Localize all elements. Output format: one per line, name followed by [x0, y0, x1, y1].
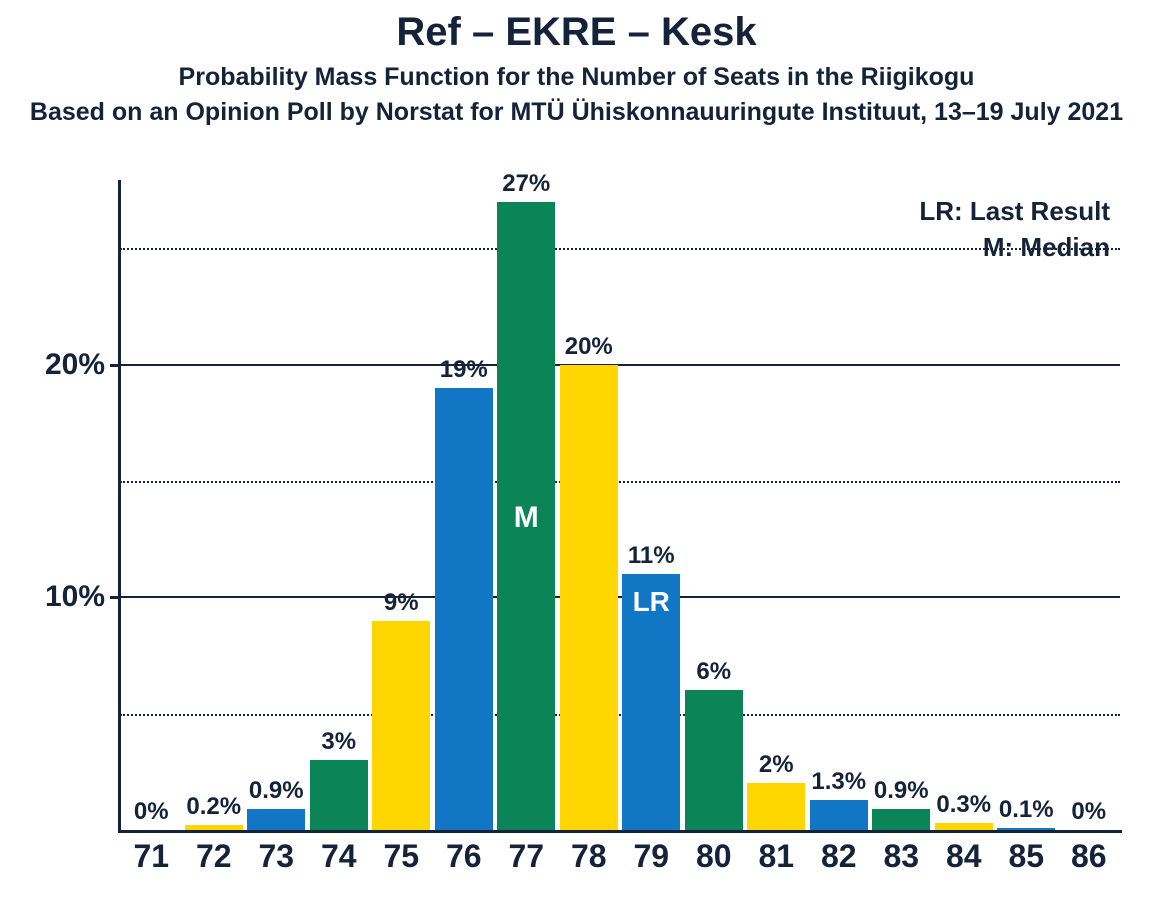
bar-value-label: 0.9% — [236, 777, 316, 805]
last-result-marker: LR — [611, 586, 691, 618]
gridline-minor — [120, 481, 1120, 483]
bar-value-label: 3% — [299, 728, 379, 756]
bar-value-label: 19% — [424, 356, 504, 384]
bar-value-label: 20% — [549, 333, 629, 361]
bar — [872, 809, 930, 830]
median-marker: M — [486, 501, 566, 535]
bar — [372, 621, 430, 830]
x-tick-label: 74 — [321, 838, 357, 875]
bar — [435, 388, 493, 830]
x-tick-label: 76 — [446, 838, 482, 875]
chart-title: Ref – EKRE – Kesk — [0, 10, 1153, 55]
bar-value-label: 9% — [361, 589, 441, 617]
plot-region: 10%20%0%710.2%720.9%733%749%7519%7627%77… — [120, 190, 1120, 830]
y-tick-label: 10% — [5, 580, 105, 614]
bar — [747, 783, 805, 830]
chart-subtitle: Probability Mass Function for the Number… — [0, 63, 1153, 92]
bar-value-label: 27% — [486, 170, 566, 198]
x-axis-line — [118, 830, 1122, 833]
bar — [247, 809, 305, 830]
bar — [935, 823, 993, 830]
bar-value-label: 0% — [1049, 798, 1129, 826]
y-axis-line — [118, 180, 121, 832]
x-tick-label: 84 — [946, 838, 982, 875]
x-tick-label: 77 — [508, 838, 544, 875]
x-tick-label: 82 — [821, 838, 857, 875]
x-tick-label: 78 — [571, 838, 607, 875]
x-tick-label: 71 — [133, 838, 169, 875]
x-tick-label: 86 — [1071, 838, 1107, 875]
chart-source: Based on an Opinion Poll by Norstat for … — [0, 98, 1153, 127]
x-tick-label: 83 — [883, 838, 919, 875]
x-tick-label: 85 — [1008, 838, 1044, 875]
bar-value-label: 6% — [674, 658, 754, 686]
bar — [810, 800, 868, 830]
x-tick-label: 72 — [196, 838, 232, 875]
bar — [685, 690, 743, 830]
gridline-major — [120, 364, 1120, 366]
chart-area: LR: Last Result M: Median 10%20%0%710.2%… — [120, 190, 1120, 830]
x-tick-label: 81 — [758, 838, 794, 875]
x-tick-label: 75 — [383, 838, 419, 875]
x-tick-label: 73 — [258, 838, 294, 875]
gridline-minor — [120, 248, 1120, 250]
x-tick-label: 80 — [696, 838, 732, 875]
bar — [310, 760, 368, 830]
x-tick-label: 79 — [633, 838, 669, 875]
bar — [560, 365, 618, 830]
bar-value-label: 11% — [611, 542, 691, 570]
gridline-minor — [120, 714, 1120, 716]
y-tick-label: 20% — [5, 348, 105, 382]
